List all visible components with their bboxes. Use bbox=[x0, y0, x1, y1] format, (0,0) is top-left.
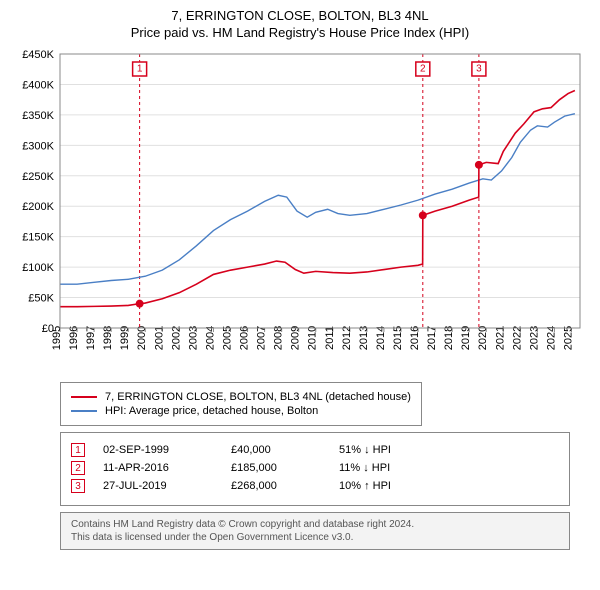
svg-text:1999: 1999 bbox=[119, 326, 131, 350]
transactions-table: 1 02-SEP-1999 £40,000 51% ↓ HPI 2 11-APR-2016… bbox=[60, 432, 570, 506]
series-hpi bbox=[60, 114, 575, 284]
chart-container: 7, ERRINGTON CLOSE, BOLTON, BL3 4NL Pric… bbox=[0, 0, 600, 558]
transaction-price: £268,000 bbox=[231, 480, 321, 492]
transaction-row-1: 1 02-SEP-1999 £40,000 51% ↓ HPI bbox=[71, 443, 559, 457]
transaction-delta: 10% ↑ HPI bbox=[339, 480, 439, 492]
svg-text:£50K: £50K bbox=[28, 293, 54, 305]
svg-text:2000: 2000 bbox=[136, 326, 148, 350]
svg-text:£300K: £300K bbox=[22, 140, 54, 152]
svg-text:£200K: £200K bbox=[22, 201, 54, 213]
svg-text:2004: 2004 bbox=[204, 326, 216, 350]
svg-text:2024: 2024 bbox=[545, 326, 557, 350]
transaction-marker-icon: 2 bbox=[71, 461, 85, 475]
transaction-date: 02-SEP-1999 bbox=[103, 444, 213, 456]
legend-label: 7, ERRINGTON CLOSE, BOLTON, BL3 4NL (det… bbox=[105, 391, 411, 403]
svg-text:2023: 2023 bbox=[528, 326, 540, 350]
svg-text:2001: 2001 bbox=[153, 326, 165, 350]
chart-plot: £0£50K£100K£150K£200K£250K£300K£350K£400… bbox=[12, 46, 588, 376]
svg-text:1: 1 bbox=[137, 64, 143, 75]
transaction-date: 27-JUL-2019 bbox=[103, 480, 213, 492]
svg-text:2020: 2020 bbox=[477, 326, 489, 350]
transaction-marker-icon: 3 bbox=[71, 479, 85, 493]
svg-text:2021: 2021 bbox=[494, 326, 506, 350]
transaction-row-2: 2 11-APR-2016 £185,000 11% ↓ HPI bbox=[71, 461, 559, 475]
svg-text:£150K: £150K bbox=[22, 232, 54, 244]
svg-text:£250K: £250K bbox=[22, 171, 54, 183]
svg-text:2015: 2015 bbox=[392, 326, 404, 350]
svg-text:3: 3 bbox=[476, 64, 482, 75]
svg-text:2008: 2008 bbox=[273, 326, 285, 350]
chart-title-address: 7, ERRINGTON CLOSE, BOLTON, BL3 4NL bbox=[12, 8, 588, 23]
svg-text:2: 2 bbox=[420, 64, 426, 75]
title-block: 7, ERRINGTON CLOSE, BOLTON, BL3 4NL Pric… bbox=[12, 8, 588, 40]
legend-label: HPI: Average price, detached house, Bolt… bbox=[105, 405, 318, 417]
transaction-delta: 51% ↓ HPI bbox=[339, 444, 439, 456]
svg-text:2012: 2012 bbox=[341, 326, 353, 350]
svg-text:2009: 2009 bbox=[290, 326, 302, 350]
svg-text:2018: 2018 bbox=[443, 326, 455, 350]
svg-text:2019: 2019 bbox=[460, 326, 472, 350]
legend-item-0: 7, ERRINGTON CLOSE, BOLTON, BL3 4NL (det… bbox=[71, 391, 411, 403]
chart-subtitle: Price paid vs. HM Land Registry's House … bbox=[12, 25, 588, 40]
svg-text:2006: 2006 bbox=[239, 326, 251, 350]
transaction-row-3: 3 27-JUL-2019 £268,000 10% ↑ HPI bbox=[71, 479, 559, 493]
transaction-point-1 bbox=[136, 300, 144, 308]
svg-text:2011: 2011 bbox=[324, 326, 336, 350]
svg-text:2003: 2003 bbox=[187, 326, 199, 350]
transaction-price: £40,000 bbox=[231, 444, 321, 456]
transaction-price: £185,000 bbox=[231, 462, 321, 474]
footer-line-2: This data is licensed under the Open Gov… bbox=[71, 531, 559, 544]
svg-text:£400K: £400K bbox=[22, 79, 54, 91]
svg-text:2016: 2016 bbox=[409, 326, 421, 350]
transaction-delta: 11% ↓ HPI bbox=[339, 462, 439, 474]
svg-text:1996: 1996 bbox=[68, 326, 80, 350]
line-chart-svg: £0£50K£100K£150K£200K£250K£300K£350K£400… bbox=[12, 46, 588, 376]
transaction-date: 11-APR-2016 bbox=[103, 462, 213, 474]
svg-text:£350K: £350K bbox=[22, 110, 54, 122]
svg-text:2022: 2022 bbox=[511, 326, 523, 350]
svg-text:2013: 2013 bbox=[358, 326, 370, 350]
svg-text:2014: 2014 bbox=[375, 326, 387, 350]
legend: 7, ERRINGTON CLOSE, BOLTON, BL3 4NL (det… bbox=[60, 382, 422, 426]
svg-text:1998: 1998 bbox=[102, 326, 114, 350]
svg-text:2005: 2005 bbox=[221, 326, 233, 350]
svg-text:2010: 2010 bbox=[307, 326, 319, 350]
transaction-point-2 bbox=[419, 211, 427, 219]
transaction-marker-icon: 1 bbox=[71, 443, 85, 457]
svg-text:1997: 1997 bbox=[85, 326, 97, 350]
svg-text:£100K: £100K bbox=[22, 262, 54, 274]
transaction-point-3 bbox=[475, 161, 483, 169]
series-price_paid bbox=[60, 91, 575, 307]
svg-text:1995: 1995 bbox=[51, 326, 63, 350]
legend-item-1: HPI: Average price, detached house, Bolt… bbox=[71, 405, 411, 417]
legend-swatch bbox=[71, 396, 97, 398]
footer-attribution: Contains HM Land Registry data © Crown c… bbox=[60, 512, 570, 550]
svg-text:2025: 2025 bbox=[562, 326, 574, 350]
svg-text:£450K: £450K bbox=[22, 49, 54, 61]
svg-text:2017: 2017 bbox=[426, 326, 438, 350]
svg-text:2002: 2002 bbox=[170, 326, 182, 350]
legend-swatch bbox=[71, 410, 97, 412]
svg-text:2007: 2007 bbox=[256, 326, 268, 350]
footer-line-1: Contains HM Land Registry data © Crown c… bbox=[71, 518, 559, 531]
